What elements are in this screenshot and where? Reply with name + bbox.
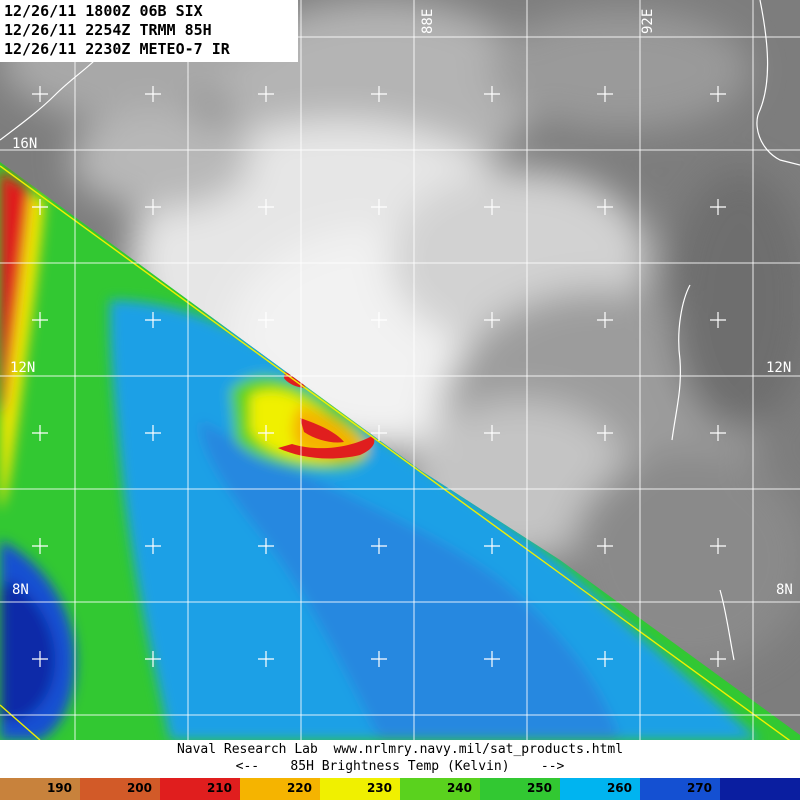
colorbar-segment: 220	[240, 778, 320, 800]
colorbar-segment: 200	[80, 778, 160, 800]
colorbar-tick-label: 190	[46, 781, 72, 795]
satellite-map	[0, 0, 800, 740]
lat-label-16n: 16N	[12, 136, 38, 152]
colorbar-segment: 230	[320, 778, 400, 800]
colorbar-tick-label: 270	[686, 781, 712, 795]
colorbar-segment: 270	[640, 778, 720, 800]
colorbar-tick-label: 210	[206, 781, 232, 795]
colorbar-segment: 190	[0, 778, 80, 800]
footer-line-1: Naval Research Lab www.nrlmry.navy.mil/s…	[176, 742, 624, 757]
colorbar-segment	[720, 778, 800, 800]
header-line-3: 12/26/11 2230Z METEO-7 IR	[4, 40, 230, 58]
lat-label-8n-right: 8N	[776, 582, 793, 598]
colorbar-tick-label: 260	[606, 781, 632, 795]
colorbar-tick-label: 250	[526, 781, 552, 795]
header-line-1: 12/26/11 1800Z 06B SIX	[4, 2, 203, 20]
colorbar-tick-label: 200	[126, 781, 152, 795]
colorbar-segment: 210	[160, 778, 240, 800]
colorbar-legend: 190 200 210 220 230 240 250 260 270	[0, 778, 800, 800]
grid-crosses	[32, 86, 726, 667]
footer-credit: Naval Research Lab www.nrlmry.navy.mil/s…	[0, 740, 800, 778]
lat-label-8n-left: 8N	[12, 582, 29, 598]
colorbar-segment: 250	[480, 778, 560, 800]
lat-label-12n-left: 12N	[10, 360, 36, 376]
colorbar-tick-label: 230	[366, 781, 392, 795]
colorbar-segment: 240	[400, 778, 480, 800]
footer-line-2: <-- 85H Brightness Temp (Kelvin) -->	[235, 759, 565, 774]
colorbar-segment: 260	[560, 778, 640, 800]
lon-label-92e: 92E	[640, 8, 656, 34]
colorbar-tick-label: 240	[446, 781, 472, 795]
header-box: 12/26/11 1800Z 06B SIX 12/26/11 2254Z TR…	[0, 0, 298, 62]
header-line-2: 12/26/11 2254Z TRMM 85H	[4, 21, 212, 39]
colorbar-tick-label: 220	[286, 781, 312, 795]
lat-label-12n-right: 12N	[766, 360, 792, 376]
lon-label-88e: 88E	[420, 8, 436, 34]
